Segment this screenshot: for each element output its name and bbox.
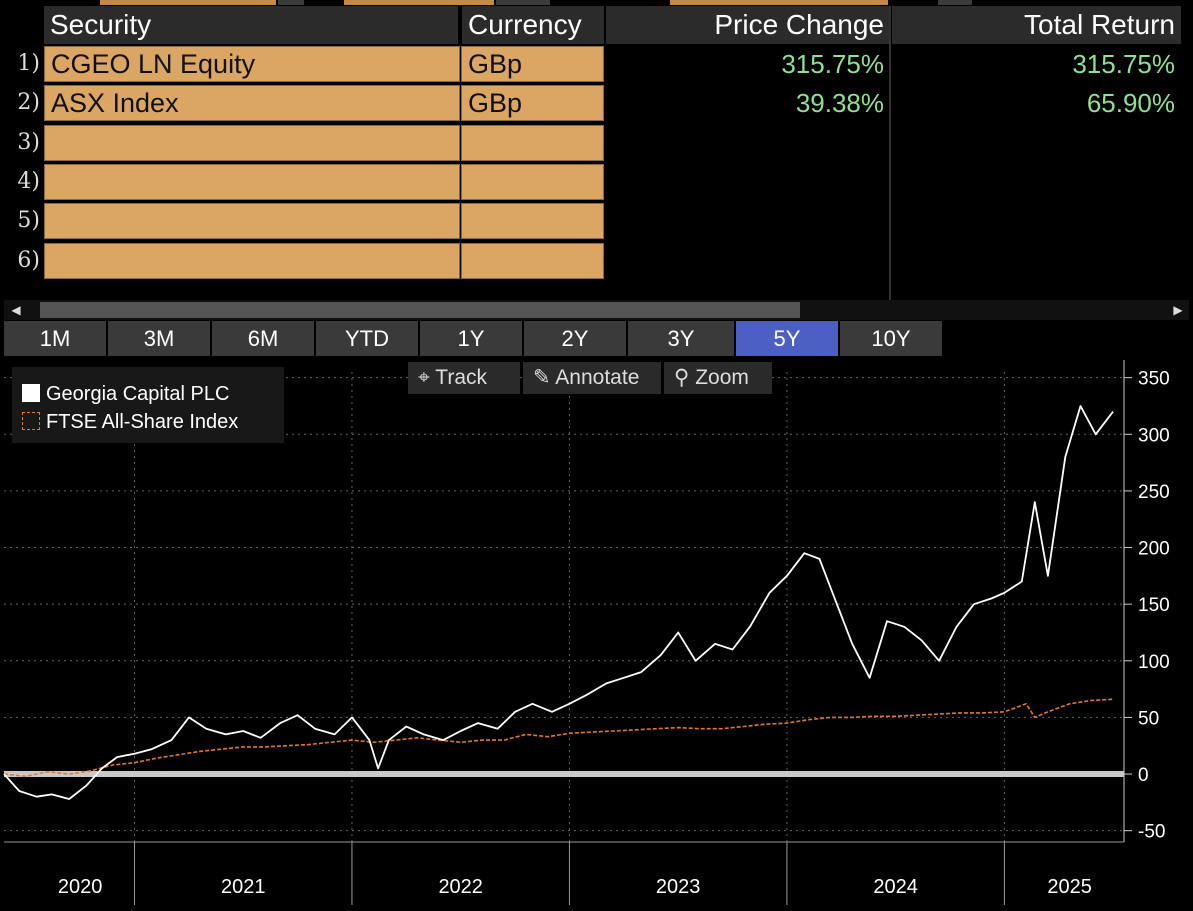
header-security[interactable]: Security xyxy=(44,6,458,44)
scroll-right-icon[interactable]: ▶ xyxy=(1173,303,1183,317)
x-tick-label: 2025 xyxy=(1047,876,1092,898)
crosshair-icon: ⌖ xyxy=(418,366,430,389)
tab-3y[interactable]: 3Y xyxy=(628,321,736,356)
row-number: 3) xyxy=(17,130,40,155)
chart-legend: Georgia Capital PLC FTSE All-Share Index xyxy=(12,367,284,443)
annotate-button[interactable]: ✎ Annotate xyxy=(523,362,661,394)
x-tick-label: 2024 xyxy=(873,876,918,898)
top-stub-5 xyxy=(670,0,888,5)
x-tick-label: 2023 xyxy=(656,876,701,898)
scroll-left-icon[interactable]: ◀ xyxy=(11,303,21,317)
scrollbar-thumb[interactable] xyxy=(40,302,800,318)
series-line-georgia-capital xyxy=(3,405,1114,800)
price-chart[interactable]: -50 0 50 100 150 200 250 300 350 2020 2021 2022 2023… xyxy=(0,356,1193,911)
top-stub-3 xyxy=(344,0,494,5)
security-cell[interactable] xyxy=(44,164,460,200)
annotate-label: Annotate xyxy=(555,366,640,389)
row-number: 1) xyxy=(17,51,40,76)
tab-5y[interactable]: 5Y xyxy=(736,321,840,356)
y-tick-label: 350 xyxy=(1138,369,1170,390)
y-tick-label: 150 xyxy=(1138,595,1170,616)
tab-ytd[interactable]: YTD xyxy=(316,321,420,356)
x-tick-label: 2022 xyxy=(438,876,483,898)
pencil-icon: ✎ xyxy=(533,366,551,389)
magnifier-icon: ⚲ xyxy=(674,366,690,389)
white-swatch-icon xyxy=(22,384,40,402)
row-number: 5) xyxy=(17,208,40,233)
row-number: 4) xyxy=(17,169,40,194)
y-tick-label: 200 xyxy=(1138,539,1170,560)
row-number: 6) xyxy=(17,248,40,273)
currency-cell[interactable] xyxy=(461,125,604,161)
y-tick-label: 300 xyxy=(1138,425,1170,446)
legend-label: FTSE All-Share Index xyxy=(46,411,239,433)
currency-cell[interactable] xyxy=(461,243,604,279)
total-return-value: 65.90% xyxy=(1086,88,1175,118)
top-stub-2 xyxy=(278,0,304,5)
header-price-change[interactable]: Price Change xyxy=(606,6,890,44)
currency-cell[interactable] xyxy=(461,203,604,239)
tab-1y[interactable]: 1Y xyxy=(420,321,524,356)
top-stub-4 xyxy=(496,0,550,5)
security-cell[interactable] xyxy=(44,125,460,161)
total-return-value: 315.75% xyxy=(1072,49,1175,79)
y-tick-label: -50 xyxy=(1138,822,1165,843)
security-cell[interactable] xyxy=(44,203,460,239)
tab-2y[interactable]: 2Y xyxy=(524,321,628,356)
series-line-ftse-all-share xyxy=(3,698,1114,778)
header-total-return[interactable]: Total Return xyxy=(892,6,1181,44)
track-label: Track xyxy=(435,366,488,389)
x-tick-label: 2021 xyxy=(221,876,266,898)
security-cell[interactable]: CGEO LN Equity xyxy=(44,46,460,82)
y-tick-label: 100 xyxy=(1138,652,1170,673)
tab-3m[interactable]: 3M xyxy=(108,321,212,356)
tab-1m[interactable]: 1M xyxy=(4,321,108,356)
top-stub-6 xyxy=(938,0,972,5)
price-change-value: 315.75% xyxy=(781,49,884,79)
currency-cell[interactable]: GBp xyxy=(461,46,604,82)
tab-10y[interactable]: 10Y xyxy=(840,321,944,356)
row-number: 2) xyxy=(17,90,40,115)
zoom-label: Zoom xyxy=(695,366,749,389)
legend-item-cgeo[interactable]: Georgia Capital PLC xyxy=(22,383,229,406)
column-divider xyxy=(889,6,891,300)
currency-cell[interactable]: GBp xyxy=(461,85,604,121)
orange-dashed-swatch-icon xyxy=(22,412,40,430)
y-tick-label: 0 xyxy=(1138,765,1149,786)
top-stub-1 xyxy=(100,0,276,5)
y-tick-label: 250 xyxy=(1138,482,1170,503)
security-cell[interactable] xyxy=(44,243,460,279)
zoom-button[interactable]: ⚲ Zoom xyxy=(664,362,772,394)
x-tick-label: 2020 xyxy=(58,876,103,898)
security-cell[interactable]: ASX Index xyxy=(44,85,460,121)
header-currency[interactable]: Currency xyxy=(462,6,604,44)
legend-item-ftse[interactable]: FTSE All-Share Index xyxy=(22,411,238,434)
tab-6m[interactable]: 6M xyxy=(212,321,316,356)
legend-label: Georgia Capital PLC xyxy=(46,383,230,405)
price-change-value: 39.38% xyxy=(795,88,884,118)
y-tick-label: 50 xyxy=(1138,708,1159,729)
currency-cell[interactable] xyxy=(461,164,604,200)
track-button[interactable]: ⌖ Track xyxy=(408,362,520,394)
